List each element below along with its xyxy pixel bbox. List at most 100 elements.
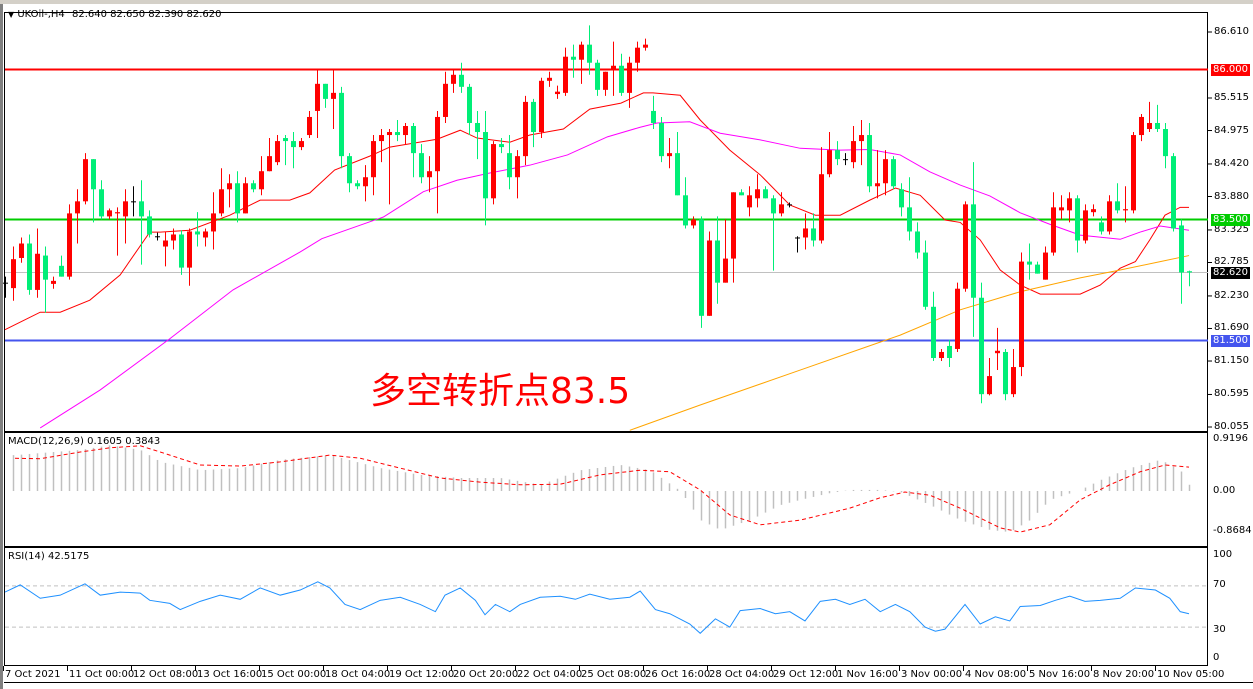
candle-body	[1123, 209, 1128, 211]
candle-body	[115, 212, 120, 214]
candle-body	[651, 110, 656, 123]
candle-body	[1027, 261, 1032, 265]
triangle-down-icon[interactable]: ▼	[8, 10, 15, 19]
candle-body	[899, 189, 904, 208]
time-axis-label: 26 Oct 16:00	[645, 669, 711, 680]
time-axis-label: 5 Nov 16:00	[1029, 669, 1091, 680]
candle-body	[1083, 210, 1088, 241]
rsi-pane[interactable]	[4, 547, 1208, 666]
candle-body	[827, 150, 832, 175]
candle-body	[915, 231, 920, 253]
candle-body	[467, 86, 472, 123]
time-axis-label: 13 Oct 16:00	[197, 669, 263, 680]
candle-body	[147, 216, 152, 235]
candle-body	[611, 65, 616, 69]
candle-body	[91, 159, 96, 190]
candle-body	[219, 189, 224, 214]
price-tick-label: 82.230	[1214, 289, 1249, 301]
candle-body	[811, 228, 816, 241]
candle-body	[1067, 198, 1072, 211]
candle-body	[723, 258, 728, 283]
candle-body	[35, 253, 40, 290]
candle-body	[267, 156, 272, 172]
candle-body	[1171, 156, 1176, 229]
time-axis-label: 11 Oct 00:00	[69, 669, 135, 680]
candle-body	[315, 83, 320, 111]
candle-body	[683, 195, 688, 226]
candle-body	[691, 219, 696, 226]
candle-body	[939, 351, 944, 359]
candle-body	[979, 297, 984, 395]
rsi-axis-100: 100	[1213, 549, 1233, 560]
main-pane[interactable]	[4, 12, 1208, 432]
candle-body	[963, 204, 968, 289]
candle-body	[259, 171, 264, 190]
level-line-tag: 83.500	[1211, 213, 1250, 226]
rsi-axis-30: 30	[1213, 624, 1226, 635]
time-axis-label: 29 Oct 12:00	[773, 669, 839, 680]
candle-body	[131, 201, 136, 203]
candle-body	[923, 252, 928, 307]
time-axis-label: 18 Oct 04:00	[325, 669, 391, 680]
candle-body	[1075, 198, 1080, 241]
candle-body	[371, 141, 376, 178]
price-tick-label: 84.420	[1214, 157, 1249, 169]
candle-body	[747, 195, 752, 208]
candle-body	[1035, 264, 1040, 274]
candle-body	[1011, 367, 1016, 395]
candle-body	[843, 159, 848, 161]
candle-body	[187, 231, 192, 268]
candle-body	[603, 71, 608, 90]
candle-body	[1051, 207, 1056, 253]
candle-body	[835, 150, 840, 160]
candle-body	[819, 174, 824, 241]
candle-body	[435, 116, 440, 172]
price-tick-label: 82.785	[1214, 256, 1249, 268]
candle-body	[483, 132, 488, 199]
macd-axis-bottom: -0.8684	[1213, 525, 1252, 536]
candle-body	[179, 234, 184, 268]
price-tick-label: 81.150	[1214, 355, 1249, 367]
candle-body	[339, 92, 344, 157]
candle-body	[715, 240, 720, 283]
level-line-tag: 81.500	[1211, 334, 1250, 347]
price-tick-label: 81.690	[1214, 322, 1249, 334]
time-axis-label: 7 Oct 2021	[5, 669, 61, 680]
candle-body	[907, 207, 912, 232]
candle-body	[203, 231, 208, 238]
candle-body	[1107, 201, 1112, 232]
moving-average-line	[4, 92, 1189, 331]
annotation-text: 多空转折点83.5	[370, 371, 631, 412]
candle-body	[531, 101, 536, 133]
candle-body	[1163, 129, 1168, 157]
candle-body	[1091, 209, 1096, 213]
candle-body	[851, 141, 856, 163]
candle-body	[1003, 351, 1008, 395]
candle-body	[971, 204, 976, 298]
candle-body	[859, 135, 864, 142]
macd-pane[interactable]	[4, 432, 1208, 547]
candle-body	[139, 201, 144, 217]
candle-body	[1187, 271, 1192, 273]
candle-body	[667, 153, 672, 157]
candle-body	[227, 183, 232, 190]
candle-body	[19, 243, 24, 258]
candle-body	[291, 141, 296, 148]
candle-body	[59, 265, 64, 277]
candle-body	[1155, 122, 1160, 130]
candle-body	[891, 159, 896, 187]
candle-body	[83, 159, 88, 202]
time-axis-label: 28 Oct 04:00	[709, 669, 775, 680]
candle-body	[403, 126, 408, 136]
time-axis-label: 19 Oct 12:00	[389, 669, 455, 680]
candle-body	[659, 122, 664, 157]
candle-body	[515, 156, 520, 178]
price-tick-label: 83.325	[1214, 223, 1249, 235]
candle-body	[491, 144, 496, 199]
candle-body	[619, 65, 624, 93]
candle-body	[195, 231, 200, 235]
candle-body	[251, 183, 256, 190]
candle-body	[771, 198, 776, 214]
price-tick-label: 80.055	[1214, 421, 1249, 432]
time-axis-label: 1 Nov 16:00	[837, 669, 899, 680]
